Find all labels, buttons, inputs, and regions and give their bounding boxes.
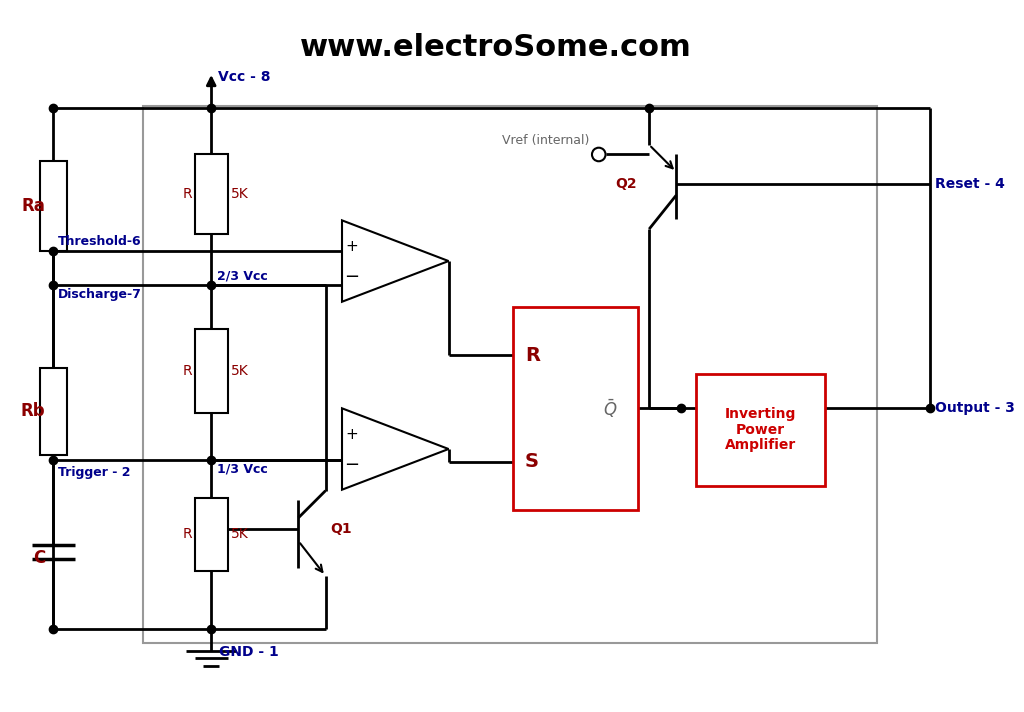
Text: +: + <box>345 427 358 442</box>
Text: 5K: 5K <box>230 528 249 541</box>
Text: Reset - 4: Reset - 4 <box>935 177 1005 191</box>
Text: R: R <box>182 528 191 541</box>
Text: 5K: 5K <box>230 364 249 377</box>
Bar <box>195 329 227 413</box>
Text: S: S <box>525 452 539 471</box>
Text: Threshold-6: Threshold-6 <box>58 235 141 248</box>
Text: Ra: Ra <box>22 197 45 215</box>
Text: Vref (internal): Vref (internal) <box>502 135 589 147</box>
Text: C: C <box>34 550 45 567</box>
Text: R: R <box>182 187 191 201</box>
Bar <box>40 367 67 455</box>
Bar <box>513 307 638 510</box>
Text: Q2: Q2 <box>615 177 637 191</box>
Text: 1/3 Vcc: 1/3 Vcc <box>217 463 267 476</box>
Text: Rb: Rb <box>20 402 45 420</box>
Text: Trigger - 2: Trigger - 2 <box>58 466 131 478</box>
Bar <box>695 375 825 486</box>
Text: −: − <box>344 268 359 286</box>
Text: R: R <box>182 364 191 377</box>
Text: Vcc - 8: Vcc - 8 <box>218 70 270 84</box>
Text: 2/3 Vcc: 2/3 Vcc <box>217 269 267 282</box>
Text: www.electroSome.com: www.electroSome.com <box>300 33 692 63</box>
Polygon shape <box>342 408 449 490</box>
Text: +: + <box>345 239 358 254</box>
Text: −: − <box>344 456 359 473</box>
Text: $\bar{Q}$: $\bar{Q}$ <box>603 397 617 419</box>
Bar <box>195 155 227 234</box>
Bar <box>195 498 227 571</box>
Text: Q1: Q1 <box>331 523 352 536</box>
Text: Output - 3: Output - 3 <box>935 402 1015 415</box>
Text: GND - 1: GND - 1 <box>219 646 279 659</box>
Bar <box>143 106 877 643</box>
Text: Power: Power <box>736 423 785 436</box>
Bar <box>40 161 67 251</box>
Text: Discharge-7: Discharge-7 <box>58 288 142 301</box>
Text: 5K: 5K <box>230 187 249 201</box>
Text: R: R <box>525 345 540 365</box>
Polygon shape <box>342 220 449 302</box>
Text: Inverting: Inverting <box>725 407 797 421</box>
Text: Amplifier: Amplifier <box>725 438 797 452</box>
